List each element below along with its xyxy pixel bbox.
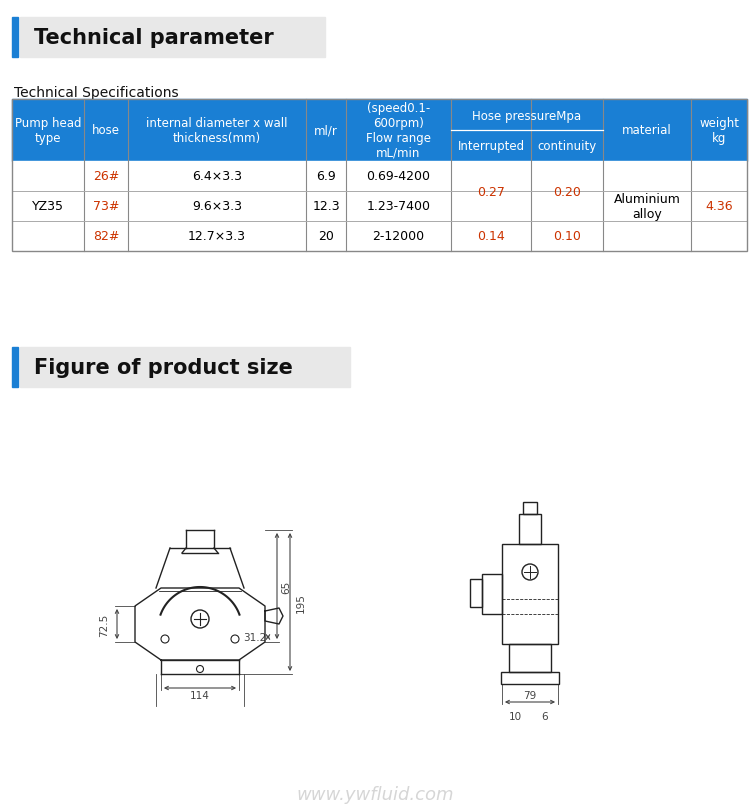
Bar (502, 544, 558, 644)
Text: 12.3: 12.3 (312, 200, 340, 213)
Bar (12, 348, 18, 388)
Bar (501, 672, 559, 684)
Text: 65: 65 (281, 580, 291, 593)
Text: 6.4×3.3: 6.4×3.3 (192, 170, 242, 183)
Text: 6: 6 (542, 711, 548, 721)
Text: 20: 20 (318, 230, 334, 243)
Text: 10: 10 (509, 711, 521, 721)
Text: 0.20: 0.20 (553, 185, 581, 198)
Text: hose: hose (92, 124, 120, 137)
Bar (12, 100, 747, 162)
Text: 12.7×3.3: 12.7×3.3 (188, 230, 246, 243)
Bar (12, 100, 747, 251)
Text: 114: 114 (190, 690, 210, 700)
Text: Technical Specifications: Technical Specifications (14, 86, 178, 100)
Text: 0.14: 0.14 (477, 230, 505, 243)
Text: Technical parameter: Technical parameter (34, 28, 274, 48)
Text: 79: 79 (524, 690, 537, 700)
Bar (470, 579, 482, 607)
Bar (519, 514, 541, 544)
Text: Pump head
type: Pump head type (15, 117, 81, 145)
Text: 72.5: 72.5 (99, 612, 109, 636)
Text: 9.6×3.3: 9.6×3.3 (192, 200, 242, 213)
Text: 82#: 82# (93, 230, 119, 243)
Text: (speed0.1-
600rpm)
Flow range
mL/min: (speed0.1- 600rpm) Flow range mL/min (366, 102, 431, 160)
Text: 1.23-7400: 1.23-7400 (367, 200, 430, 213)
Text: Hose pressureMpa: Hose pressureMpa (472, 110, 581, 123)
Bar (20, 18, 325, 58)
Text: 0.10: 0.10 (553, 230, 581, 243)
Text: Aluminium
alloy: Aluminium alloy (614, 193, 680, 221)
Text: internal diameter x wall
thickness(mm): internal diameter x wall thickness(mm) (146, 117, 288, 145)
Bar (12, 162, 747, 191)
Text: 26#: 26# (93, 170, 119, 183)
Bar (523, 502, 537, 514)
Bar (20, 348, 350, 388)
Text: continuity: continuity (537, 139, 597, 152)
Text: 6.9: 6.9 (316, 170, 336, 183)
Text: 195: 195 (296, 592, 306, 612)
Text: material: material (622, 124, 672, 137)
Text: Interrupted: Interrupted (458, 139, 524, 152)
Text: 0.69-4200: 0.69-4200 (367, 170, 430, 183)
Bar (12, 221, 747, 251)
Bar (12, 191, 747, 221)
Text: 4.36: 4.36 (705, 200, 733, 213)
Text: weight
kg: weight kg (699, 117, 739, 145)
Text: 2-12000: 2-12000 (373, 230, 424, 243)
Text: YZ35: YZ35 (32, 200, 64, 213)
Bar (12, 18, 18, 58)
Bar (482, 574, 502, 614)
Bar (509, 644, 551, 672)
Text: 31.2: 31.2 (243, 633, 266, 642)
Text: www.ywfluid.com: www.ywfluid.com (296, 785, 454, 803)
Text: 0.27: 0.27 (477, 185, 505, 198)
Text: Figure of product size: Figure of product size (34, 358, 292, 378)
Text: 73#: 73# (93, 200, 119, 213)
Text: ml/r: ml/r (314, 124, 338, 137)
